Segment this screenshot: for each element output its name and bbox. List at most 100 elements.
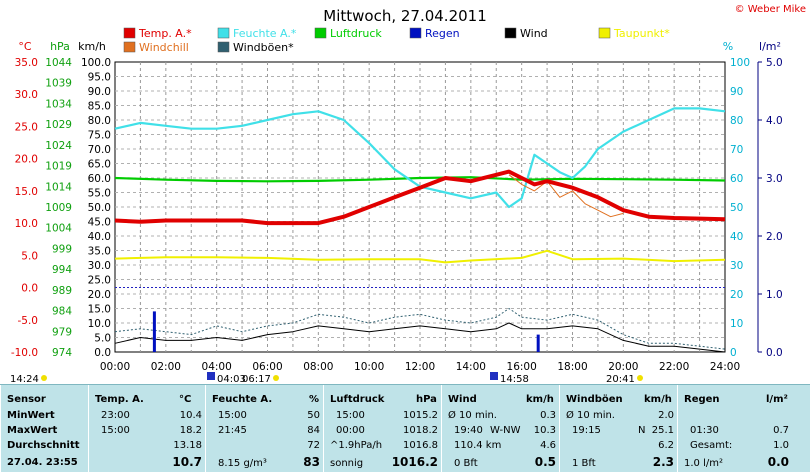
gust-max: 25.1 (651, 425, 674, 436)
pressure-current: 1016.2 (391, 455, 438, 469)
temp-unit: °C (179, 394, 192, 405)
pressure-min-time: 15:00 (336, 410, 365, 421)
gust-avg: 6.2 (658, 440, 674, 451)
wind-avg10-label: Ø 10 min. (448, 410, 497, 421)
humidity-header: Feuchte A. (212, 394, 273, 405)
tick-label-hpa: 1004 (45, 223, 72, 235)
legend-swatch (217, 41, 230, 53)
moonrise-time: 04:03 (217, 374, 246, 384)
tick-label-kmh: 0.0 (94, 347, 111, 359)
legend-label: Windböen* (233, 41, 294, 54)
tick-label-rain: 1.0 (766, 289, 783, 301)
tick-label-pct: 60 (730, 173, 743, 185)
tick-label-kmh: 100.0 (81, 57, 111, 69)
wind-column: Wind km/h Ø 10 min. 0.3 19:40 W-NW 10.3 … (441, 385, 560, 472)
tick-label-kmh: 65.0 (88, 159, 111, 171)
tick-label-hpa: 994 (52, 264, 72, 276)
tick-label-pct: 10 (730, 318, 743, 330)
tick-label-kmh: 60.0 (88, 173, 111, 185)
tick-label-pct: 40 (730, 231, 743, 243)
tick-label-temp: 0.0 (21, 283, 38, 295)
tick-label-temp: 10.0 (15, 218, 38, 230)
rain-column: Regen l/m² 01:30 0.7 Gesamt: 1.0 1.0 l/m… (677, 385, 793, 472)
tick-label-rain: 2.0 (766, 231, 783, 243)
tick-label-x: 22:00 (659, 361, 689, 373)
legend-swatch (409, 27, 422, 39)
pressure-header: Luftdruck (330, 394, 385, 405)
rain-max: 0.7 (773, 425, 789, 436)
tick-label-kmh: 30.0 (88, 260, 111, 272)
tick-label-hpa: 1009 (45, 202, 72, 214)
sun-dot (41, 375, 47, 381)
tick-label-hpa: 999 (52, 243, 72, 255)
tick-label-x: 16:00 (507, 361, 537, 373)
tick-label-kmh: 95.0 (88, 72, 111, 84)
series-line-wind (114, 322, 726, 353)
tick-label-pct: 50 (730, 202, 743, 214)
tick-label-temp: 30.0 (15, 89, 38, 101)
row-label-min: MinWert (7, 410, 55, 421)
legend-label: Temp. A.* (138, 27, 192, 40)
tick-label-hpa: 1044 (45, 57, 72, 69)
tick-label-kmh: 15.0 (88, 304, 111, 316)
rain-current: 0.0 (767, 455, 789, 469)
humidity-unit: % (309, 394, 320, 405)
gust-max-time: 19:15 (572, 425, 601, 436)
series-line-taupunkt (114, 249, 726, 264)
axis-unit-temp: °C (18, 40, 32, 53)
tick-label-hpa: 974 (52, 347, 72, 359)
tick-label-temp: 5.0 (21, 250, 38, 262)
gust-avg10-label: Ø 10 min. (566, 410, 615, 421)
legend-label: Taupunkt* (613, 27, 670, 40)
tick-label-rain: 4.0 (766, 115, 783, 127)
gust-header: Windböen (566, 394, 623, 405)
gust-column: Windböen km/h Ø 10 min. 2.0 19:15 N 25.1… (559, 385, 678, 472)
legend-label: Feuchte A.* (233, 27, 297, 40)
tick-label-x: 20:00 (608, 361, 638, 373)
left-time: 14:24 (10, 374, 39, 384)
legend-label: Windchill (139, 41, 189, 54)
rain-bar (536, 334, 540, 352)
tick-label-kmh: 35.0 (88, 246, 111, 258)
row-label-avg: Durchschnitt (7, 440, 80, 451)
tick-label-hpa: 979 (52, 326, 72, 338)
tick-label-pct: 80 (730, 115, 743, 127)
tick-label-pct: 90 (730, 86, 743, 98)
series-line-windchill (508, 174, 624, 218)
series-line-luftdruck (114, 176, 726, 183)
tick-label-x: 02:00 (151, 361, 181, 373)
tick-label-kmh: 20.0 (88, 289, 111, 301)
moon-icon (490, 372, 498, 380)
tick-label-x: 14:00 (456, 361, 486, 373)
tick-label-kmh: 55.0 (88, 188, 111, 200)
tick-label-pct: 70 (730, 144, 743, 156)
tick-label-x: 18:00 (557, 361, 587, 373)
humidity-current: 83 (303, 455, 320, 469)
tick-label-kmh: 80.0 (88, 115, 111, 127)
tick-label-kmh: 85.0 (88, 101, 111, 113)
tick-label-x: 06:00 (252, 361, 282, 373)
tick-label-rain: 5.0 (766, 57, 783, 69)
humidity-min: 50 (307, 410, 320, 421)
wind-max-dir: W-NW (490, 425, 521, 436)
tick-label-x: 24:00 (710, 361, 740, 373)
sensor-header: Sensor (7, 394, 46, 405)
wind-avg: 4.6 (540, 440, 556, 451)
pressure-max: 1018.2 (403, 425, 438, 436)
tick-label-x: 12:00 (405, 361, 435, 373)
legend-label: Wind (520, 27, 548, 40)
tick-label-hpa: 1024 (45, 140, 72, 152)
tick-label-temp: 20.0 (15, 154, 38, 166)
gust-max-dir: N (638, 425, 646, 436)
wind-distance: 110.4 km (454, 440, 502, 451)
series-line-temp-a (114, 169, 726, 226)
wind-avg10: 0.3 (540, 410, 556, 421)
tick-label-x: 00:00 (100, 361, 130, 373)
pressure-forecast: sonnig (330, 458, 364, 469)
tick-label-kmh: 5.0 (94, 333, 111, 345)
row-label-current: 27.04. 23:55 (7, 457, 78, 468)
tick-label-rain: 0.0 (766, 347, 783, 359)
rain-today: 1.0 l/m² (684, 458, 723, 469)
pressure-max-time: 00:00 (336, 425, 365, 436)
temp-min: 10.4 (179, 410, 202, 421)
